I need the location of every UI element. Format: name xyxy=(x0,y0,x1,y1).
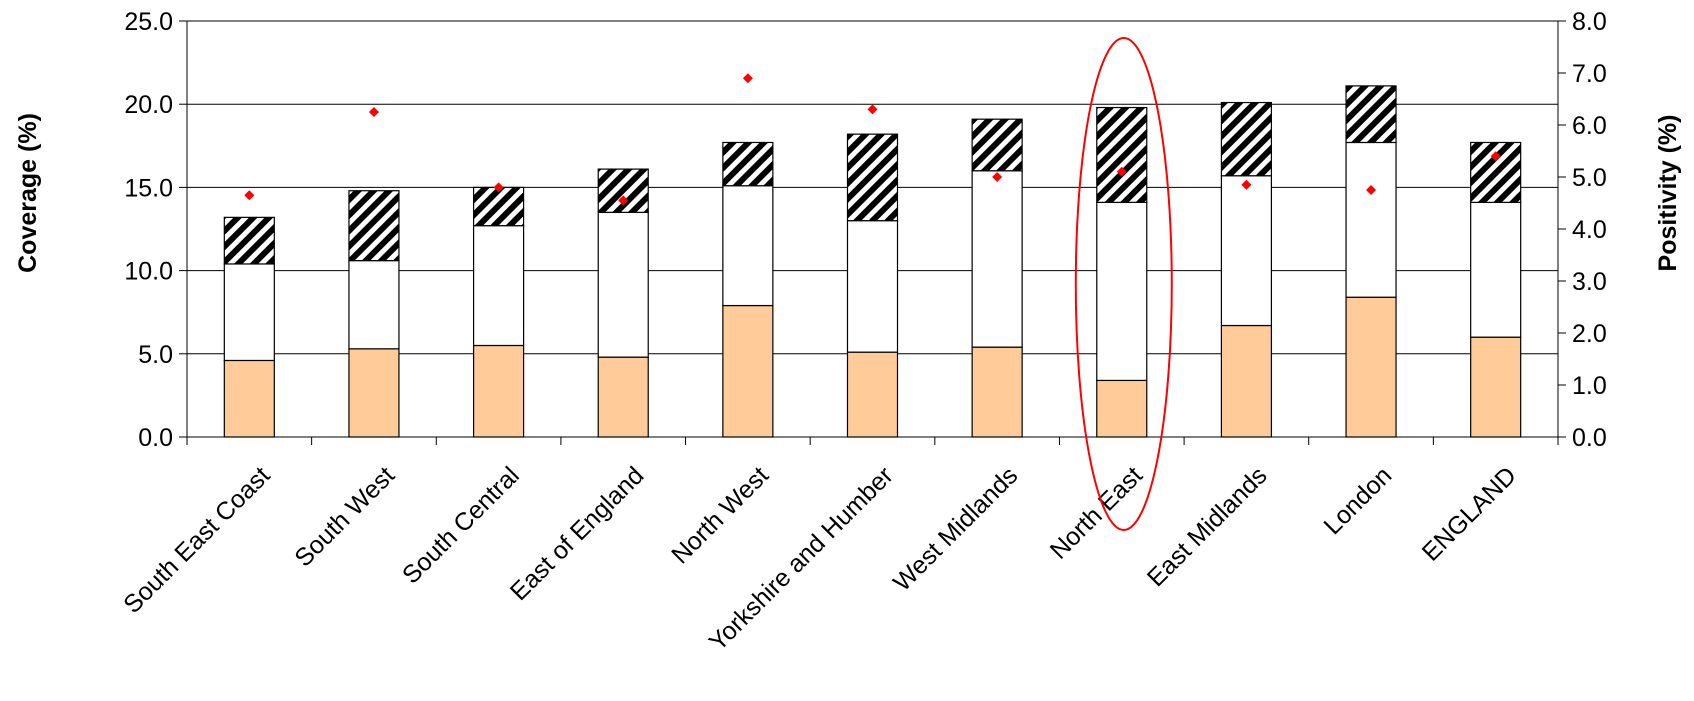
bar-segment-1 xyxy=(1096,379,1148,438)
x-tick-label: South West xyxy=(289,461,400,572)
bar-segment-1 xyxy=(348,348,400,438)
positivity-point xyxy=(244,190,255,201)
y-axis-title: Coverage (%) xyxy=(14,113,42,273)
bar-segment-3 xyxy=(846,133,899,222)
bar-segment-2 xyxy=(722,185,774,307)
bar-segment-1 xyxy=(1470,336,1522,438)
bar-segment-3 xyxy=(597,168,649,213)
x-tick-label: North East xyxy=(1045,461,1148,564)
bar-segment-1 xyxy=(846,351,899,438)
bar-segment-1 xyxy=(597,356,649,438)
bar-segment-2 xyxy=(472,225,525,347)
y2-tick-label: 1.0 xyxy=(1572,372,1607,400)
y-tick-label: 5.0 xyxy=(138,341,173,369)
bar-segment-1 xyxy=(1345,296,1397,438)
x-tick-label: ENGLAND xyxy=(1417,461,1522,566)
bar-segment-1 xyxy=(722,304,774,438)
y-tick-label: 15.0 xyxy=(124,174,173,202)
y-tick-label: 0.0 xyxy=(138,424,173,452)
y-tick-label: 25.0 xyxy=(124,8,173,36)
y2-tick-label: 5.0 xyxy=(1572,164,1607,192)
bar-segment-3 xyxy=(971,118,1023,172)
bar-segment-3 xyxy=(1096,106,1148,203)
bar-segment-2 xyxy=(1345,141,1397,298)
positivity-point xyxy=(1490,151,1501,162)
bar-segment-1 xyxy=(1220,324,1273,438)
positivity-point xyxy=(1116,166,1127,177)
y2-tick-label: 8.0 xyxy=(1572,8,1607,36)
positivity-point xyxy=(742,73,753,84)
bar-segment-3 xyxy=(1345,85,1397,144)
bar-segment-2 xyxy=(1220,175,1273,327)
bar-segment-2 xyxy=(348,260,400,350)
bar-segment-2 xyxy=(1096,201,1148,382)
x-tick-label: East Midlands xyxy=(1142,461,1273,592)
bar-segment-3 xyxy=(472,186,525,227)
positivity-point xyxy=(1366,185,1377,195)
bar-segment-2 xyxy=(223,263,275,362)
y2-tick-label: 2.0 xyxy=(1572,320,1607,348)
bar-segment-3 xyxy=(722,141,774,187)
y2-axis-title: Positivity (%) xyxy=(1654,115,1682,272)
positivity-point xyxy=(992,172,1003,182)
y2-tick-label: 6.0 xyxy=(1572,112,1607,140)
bar-segment-3 xyxy=(223,216,275,265)
x-tick-label: North West xyxy=(666,461,774,569)
positivity-point xyxy=(867,104,878,115)
positivity-point xyxy=(1241,179,1252,190)
bar-segment-1 xyxy=(472,344,525,438)
positivity-point xyxy=(493,182,504,193)
y2-tick-label: 0.0 xyxy=(1572,424,1607,452)
bar-segment-3 xyxy=(348,190,400,262)
x-tick-label: South Central xyxy=(397,461,525,589)
bar-segment-2 xyxy=(1470,201,1522,338)
y-tick-label: 10.0 xyxy=(124,258,173,286)
x-tick-label: East of England xyxy=(505,461,650,606)
y-tick-labels: 0.0 5.0 10.0 15.0 20.0 25.0 xyxy=(124,8,173,452)
highlight-ellipse xyxy=(1074,37,1173,531)
y2-tick-label: 4.0 xyxy=(1572,216,1607,244)
positivity-point xyxy=(618,195,629,206)
bar-segment-2 xyxy=(846,220,899,353)
bar-segment-2 xyxy=(971,170,1023,348)
axes xyxy=(179,20,1566,445)
y2-tick-label: 3.0 xyxy=(1572,268,1607,296)
bars xyxy=(223,85,1522,438)
x-tick-label: South East Coast xyxy=(118,461,275,618)
positivity-point xyxy=(368,107,379,117)
bar-segment-1 xyxy=(223,359,275,438)
bar-segment-3 xyxy=(1220,101,1273,177)
y-tick-label: 20.0 xyxy=(124,91,173,119)
bar-segment-2 xyxy=(597,211,649,358)
positivity-points xyxy=(244,73,1501,206)
bar-segment-1 xyxy=(971,346,1023,438)
y2-tick-label: 7.0 xyxy=(1572,60,1607,88)
x-tick-label: London xyxy=(1318,461,1397,540)
x-tick-label: West Midlands xyxy=(888,461,1023,596)
y2-tick-labels: 0.0 1.0 2.0 3.0 4.0 5.0 6.0 7.0 8.0 xyxy=(1572,8,1607,452)
